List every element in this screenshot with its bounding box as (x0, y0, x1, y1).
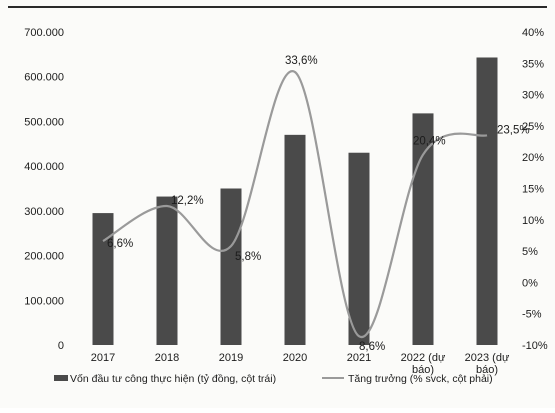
right-tick-label: -10% (522, 340, 548, 352)
left-tick-label: 300.000 (24, 206, 64, 218)
right-tick-label: 40% (522, 27, 544, 39)
bar (348, 152, 370, 345)
category-label: 2021 (347, 352, 371, 364)
right-tick-label: 0% (522, 277, 538, 289)
right-tick-label: 35% (522, 58, 544, 70)
bar (476, 57, 498, 345)
left-tick-label: 400.000 (24, 161, 64, 173)
left-tick-label: 200.000 (24, 251, 64, 263)
category-label: 2023 (dự báo) (465, 352, 510, 376)
line-layer (102, 70, 488, 338)
category-label: 2018 (155, 352, 179, 364)
growth-data-label: 5,8% (235, 251, 261, 263)
right-tick-label: -5% (522, 309, 542, 321)
right-axis: -10% -5% 0% 5% 10% 15% 20% 25% 30% 35% 40% (522, 27, 548, 352)
bars-layer (92, 57, 498, 345)
legend-bar-label: Vốn đầu tư công thực hiện (tỷ đồng, cột … (70, 373, 276, 385)
x-axis: 2017 2018 2019 2020 2021 2022 (dự báo) 2023 (dự… (91, 352, 510, 376)
growth-data-label: 20,4% (413, 136, 446, 148)
right-tick-label: 10% (522, 215, 544, 227)
right-tick-label: 20% (522, 152, 544, 164)
right-tick-label: 5% (522, 246, 538, 258)
left-tick-label: 0 (58, 340, 64, 352)
growth-data-label: 33,6% (285, 55, 318, 67)
left-tick-label: 500.000 (24, 116, 64, 128)
growth-data-label: 6,6% (107, 238, 133, 250)
category-label: 2020 (283, 352, 307, 364)
growth-data-label: 23,5% (497, 124, 530, 136)
left-tick-label: 700.000 (24, 27, 64, 39)
growth-data-label: 8,6% (359, 341, 385, 353)
bar (156, 196, 178, 345)
bar (412, 113, 434, 345)
category-label: 2022 (dự báo) (401, 352, 446, 376)
legend-bar-swatch (54, 375, 68, 381)
bar (220, 188, 242, 345)
bar (284, 134, 306, 345)
data-labels-layer: 6,6% 12,2% 5,8% 33,6% 8,6% 20,4% 23,5% (107, 55, 530, 353)
growth-line (102, 70, 488, 338)
legend: Vốn đầu tư công thực hiện (tỷ đồng, cột … (54, 373, 493, 385)
growth-data-label: 12,2% (171, 195, 204, 207)
category-label: 2017 (91, 352, 115, 364)
category-label: 2019 (219, 352, 243, 364)
left-axis: 0 100.000 200.000 300.000 400.000 500.000 600.… (24, 27, 64, 352)
legend-line-label: Tăng trưởng (% svck, cột phải) (348, 373, 493, 385)
right-tick-label: 25% (522, 121, 544, 133)
right-tick-label: 15% (522, 184, 544, 196)
right-tick-label: 30% (522, 90, 544, 102)
left-tick-label: 100.000 (24, 295, 64, 307)
left-tick-label: 600.000 (24, 72, 64, 84)
bar (92, 213, 114, 345)
